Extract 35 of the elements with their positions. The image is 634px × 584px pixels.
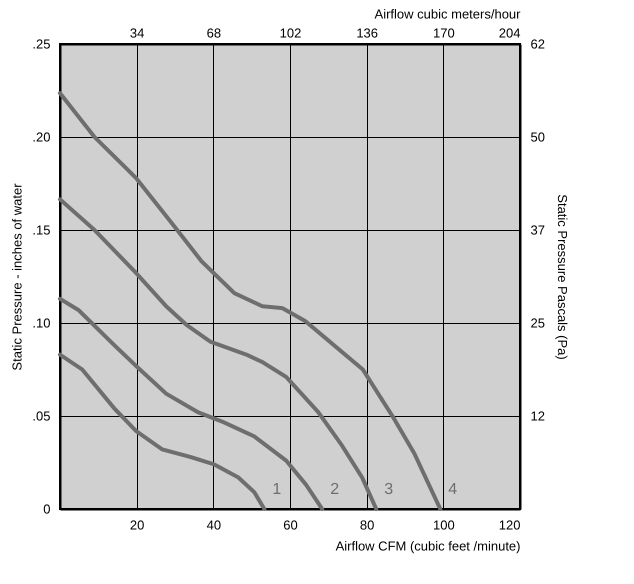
y2-tick-label: 50	[530, 130, 545, 145]
x2-axis-title: Airflow cubic meters/hour	[374, 6, 522, 22]
x2-tick-label: 204	[498, 26, 520, 40]
line-series	[58, 352, 266, 511]
line-series	[58, 296, 324, 511]
y-tick-label: 0	[43, 502, 50, 516]
series-label: 2	[330, 481, 340, 498]
series-label: 1	[272, 481, 282, 498]
x-tick-label: 120	[498, 518, 520, 532]
y2-tick-label: 62	[530, 36, 545, 52]
y2-tick-label: 37	[530, 222, 545, 238]
y2-tick-label: 12	[530, 408, 545, 424]
y-axis-title: Static Pressure - inches of water	[9, 182, 24, 371]
series-label: 3	[384, 481, 394, 498]
y2-axis-title: Static Pressure Pascals (Pa)	[554, 194, 570, 360]
x2-tick-label: 102	[280, 26, 302, 40]
y-tick-label: .15	[32, 222, 50, 238]
y-tick-label: .25	[32, 36, 50, 52]
line-series	[58, 197, 378, 511]
x-tick-label: 80	[360, 518, 374, 532]
x-tick-label: 40	[206, 518, 222, 532]
x2-tick-label: 136	[356, 26, 378, 40]
y-tick-label: .10	[32, 316, 50, 330]
line-series	[58, 91, 442, 511]
x2-tick-label: 68	[206, 26, 222, 40]
y-tick-label: .05	[32, 408, 50, 424]
x-axis-title: Airflow CFM (cubic feet /minute)	[336, 538, 520, 554]
x2-tick-label: 170	[432, 26, 455, 40]
series-label: 4	[448, 481, 458, 498]
x2-tick-label: 34	[130, 26, 144, 40]
x-tick-label: 100	[432, 518, 455, 532]
y2-tick-label: 25	[530, 316, 545, 331]
x-tick-label: 60	[283, 518, 298, 532]
y-tick-label: .20	[32, 130, 50, 144]
x-tick-label: 20	[130, 518, 144, 532]
